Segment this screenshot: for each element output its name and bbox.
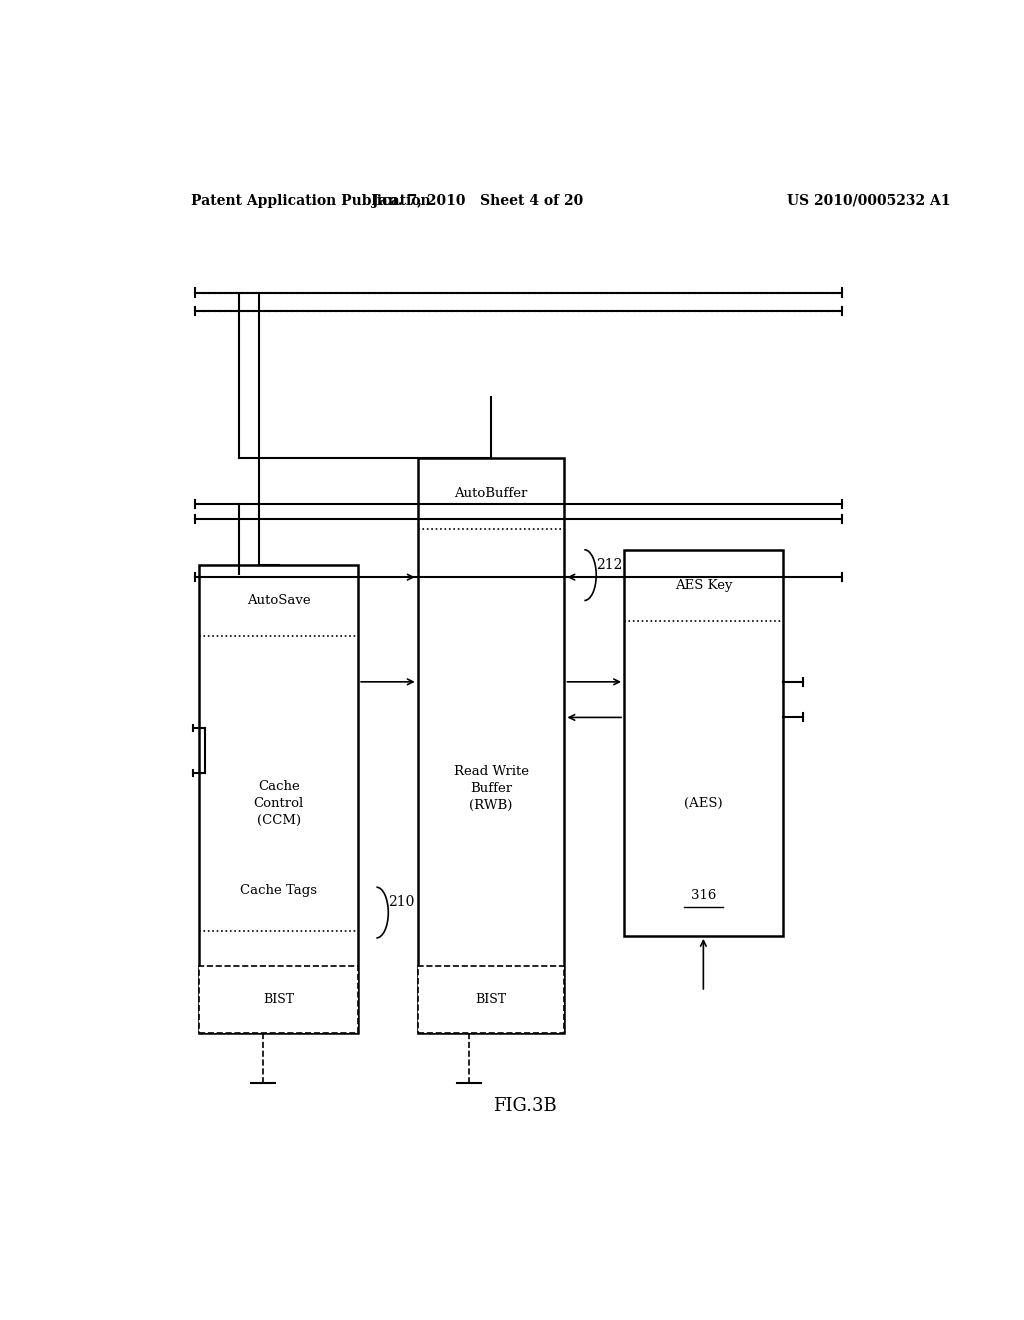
Text: BIST: BIST xyxy=(263,993,294,1006)
Text: (AES): (AES) xyxy=(684,797,723,810)
FancyBboxPatch shape xyxy=(418,966,564,1032)
Text: AutoBuffer: AutoBuffer xyxy=(455,487,527,500)
Text: US 2010/0005232 A1: US 2010/0005232 A1 xyxy=(786,194,950,209)
Text: BIST: BIST xyxy=(475,993,507,1006)
FancyBboxPatch shape xyxy=(418,458,564,1032)
Text: Read Write
Buffer
(RWB): Read Write Buffer (RWB) xyxy=(454,766,528,812)
Text: Jan. 7, 2010   Sheet 4 of 20: Jan. 7, 2010 Sheet 4 of 20 xyxy=(372,194,583,209)
Text: AES Key: AES Key xyxy=(675,578,732,591)
Text: Cache
Control
(CCM): Cache Control (CCM) xyxy=(254,780,304,828)
Text: 212: 212 xyxy=(596,558,623,572)
FancyBboxPatch shape xyxy=(624,549,782,936)
Text: Cache Tags: Cache Tags xyxy=(241,883,317,896)
Text: 316: 316 xyxy=(690,888,716,902)
Text: Patent Application Publication: Patent Application Publication xyxy=(191,194,431,209)
Text: FIG.3B: FIG.3B xyxy=(493,1097,557,1114)
Text: AutoSave: AutoSave xyxy=(247,594,310,607)
FancyBboxPatch shape xyxy=(200,565,358,1032)
Text: 210: 210 xyxy=(388,895,415,909)
FancyBboxPatch shape xyxy=(200,966,358,1032)
